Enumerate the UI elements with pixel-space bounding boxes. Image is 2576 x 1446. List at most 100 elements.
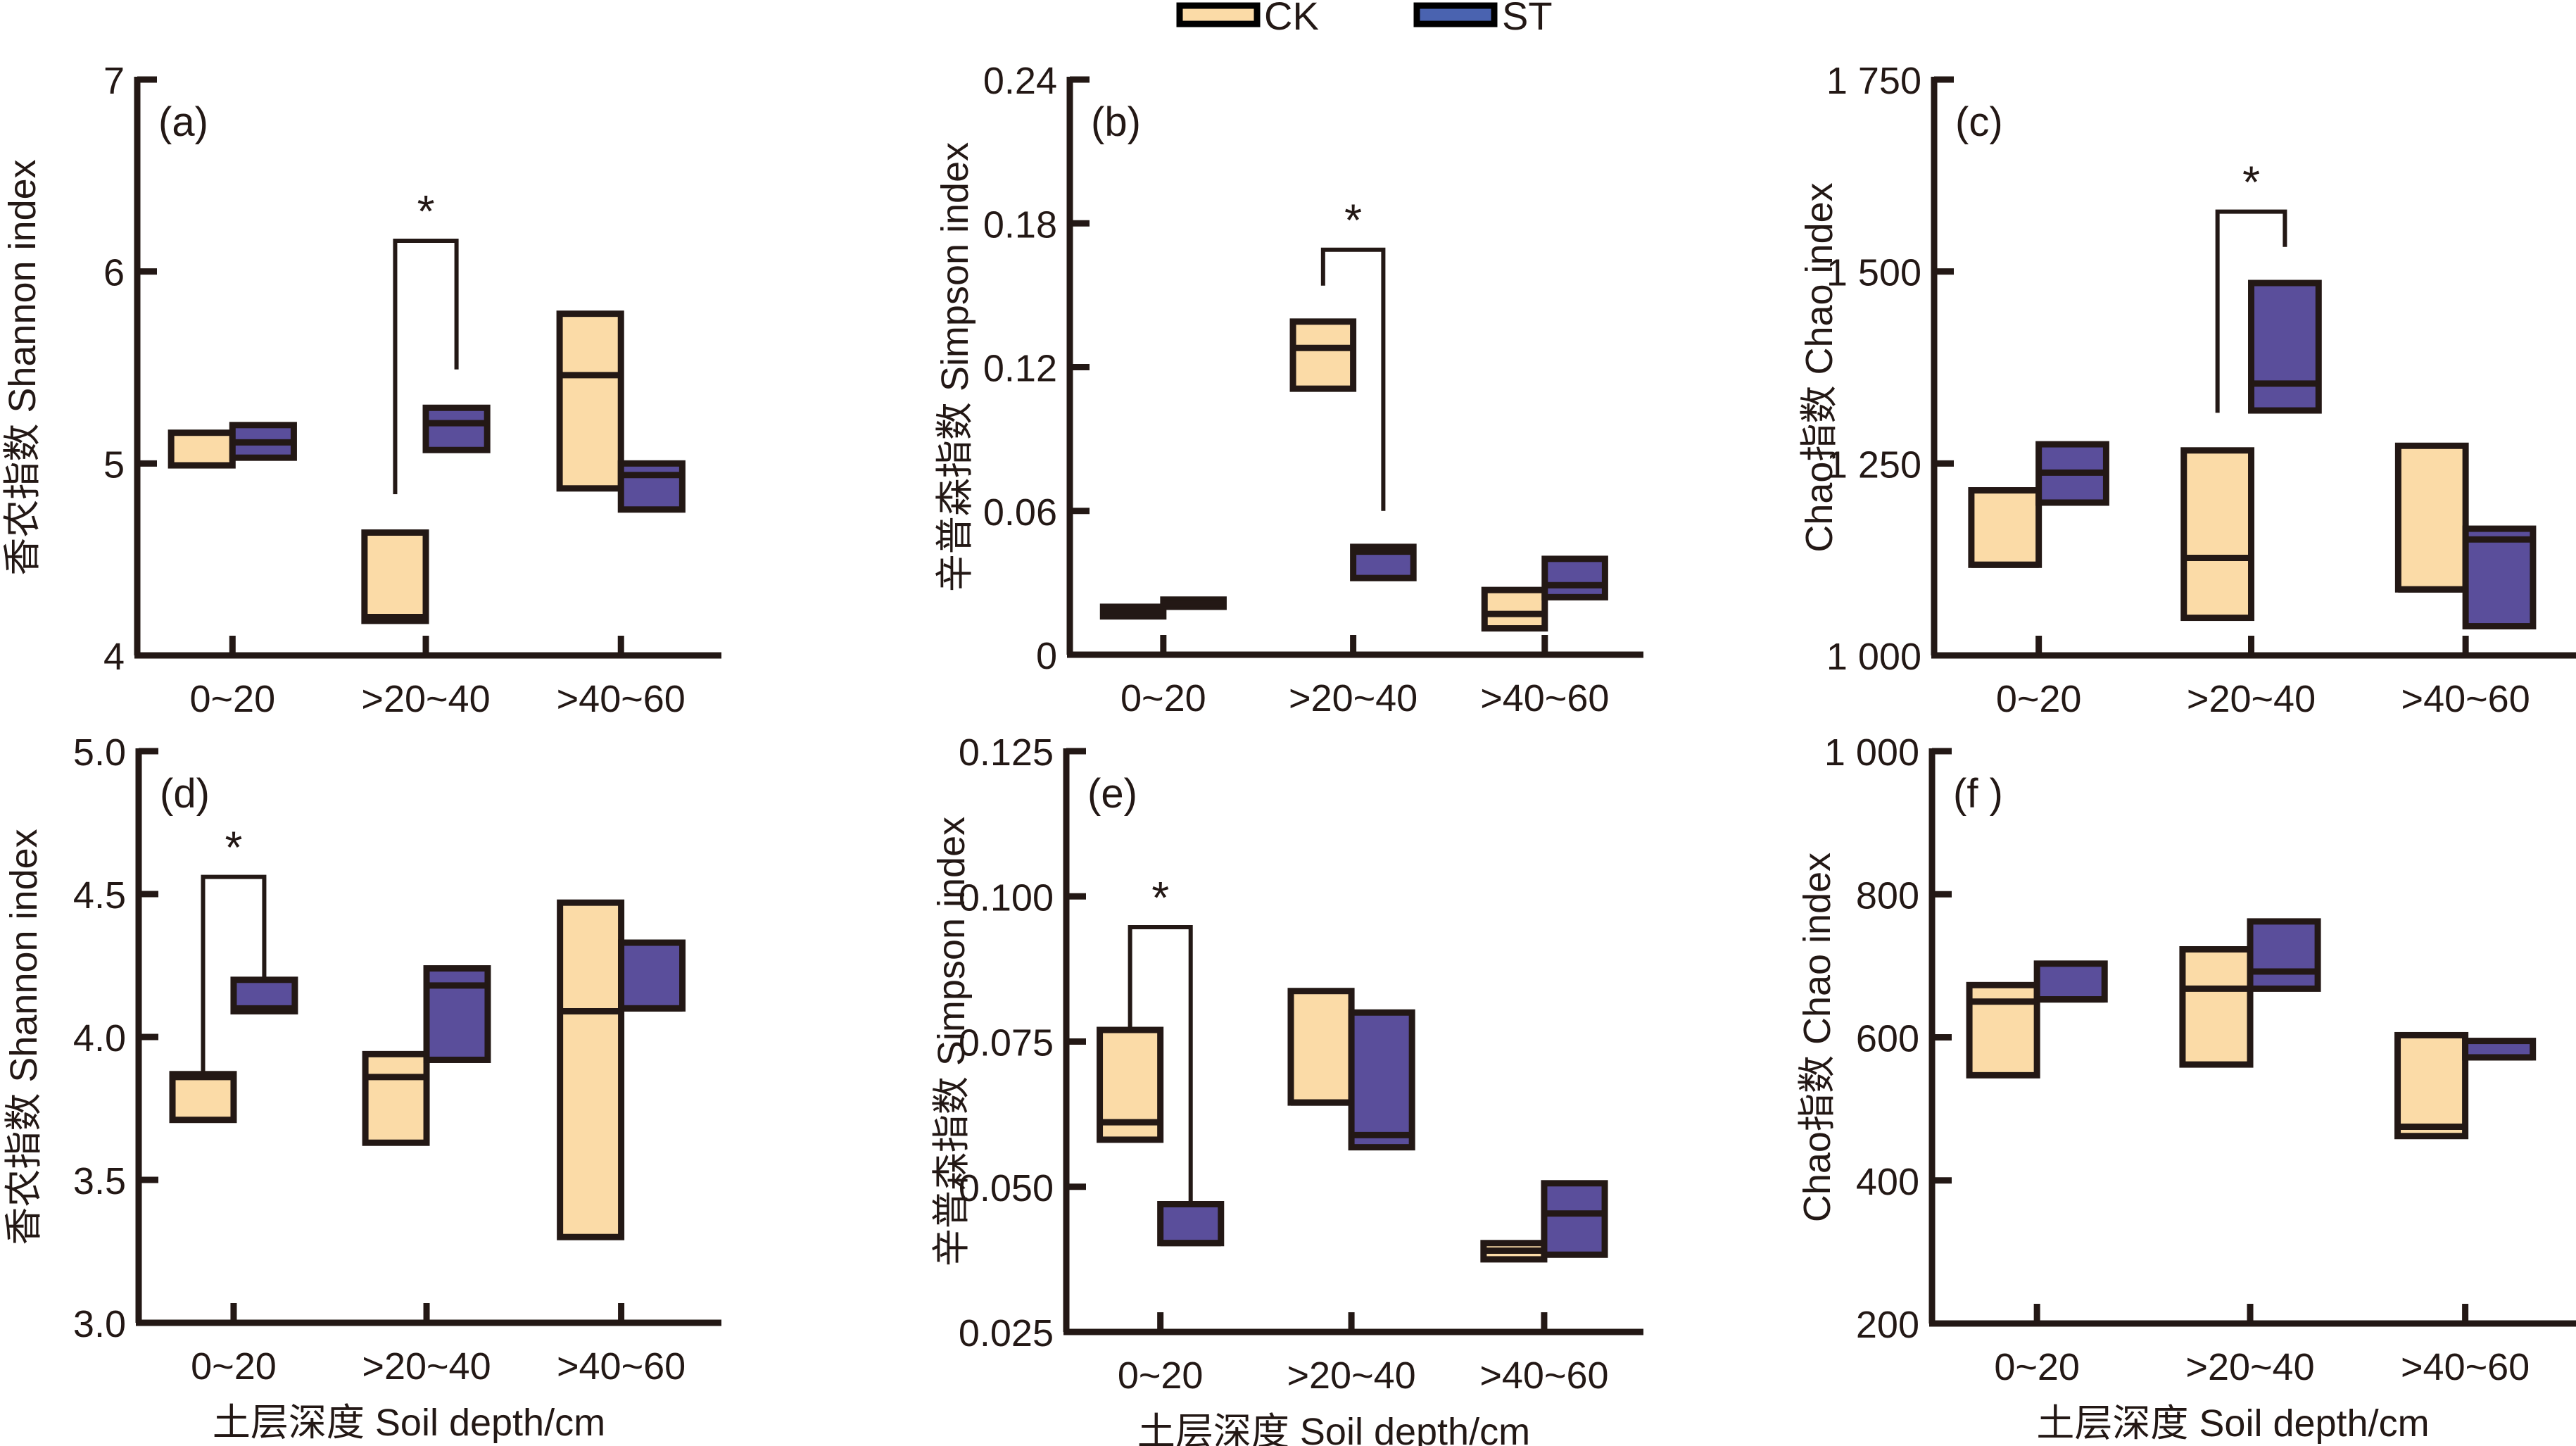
st-box xyxy=(2033,960,2108,1003)
y-tick-label: 7 xyxy=(103,60,125,102)
st-box-rect xyxy=(618,939,686,1012)
x-tick-label: >40~60 xyxy=(1480,677,1609,719)
x-axis-title: 土层深度 Soil depth/cm xyxy=(2036,1402,2429,1445)
y-axis-title: 香农指数 Shannon index xyxy=(1,159,44,575)
significance-bracket xyxy=(2215,209,2287,413)
x-tick-label: 0~20 xyxy=(1994,1346,2080,1388)
y-axis-title: 辛普森指数 Simpson index xyxy=(934,142,976,592)
y-tick-label: 0.18 xyxy=(983,203,1057,246)
x-tick-label: >40~60 xyxy=(2401,1346,2530,1388)
y-tick-label: 4.0 xyxy=(73,1017,126,1060)
st-box xyxy=(2462,525,2537,630)
ck-box-rect xyxy=(1968,487,2043,568)
legend-swatch-ck xyxy=(1176,2,1261,27)
st-box xyxy=(229,422,297,461)
st-box-rect xyxy=(2462,525,2537,630)
y-axis-title: 辛普森指数 Simpson index xyxy=(930,817,973,1266)
ck-box xyxy=(2394,1031,2469,1140)
y-tick-label: 1 500 xyxy=(1826,252,1921,294)
st-box xyxy=(1350,543,1417,581)
x-axis-title: 土层深度 Soil depth/cm xyxy=(1137,1411,1530,1446)
st-box-rect xyxy=(2248,279,2322,414)
ck-box xyxy=(556,310,624,492)
y-tick-label: 4 xyxy=(103,636,125,678)
ck-box xyxy=(361,529,429,624)
ck-box-rect xyxy=(168,429,236,469)
panel-d: 3.0 3.5 4.0 4.5 5.0 0~20 >20~40 >40~60 香农指数 Shan… xyxy=(3,731,721,1444)
ck-box-rect xyxy=(2394,1031,2469,1140)
y-tick-label: 0 xyxy=(1036,635,1057,677)
panel-f: 200 400 600 800 1 000 0~20 >20~40 >40~60 Chao指数 … xyxy=(1796,731,2576,1445)
y-tick-label: 4.5 xyxy=(73,874,126,917)
st-box-rect xyxy=(1157,1201,1225,1247)
st-box xyxy=(423,965,491,1063)
y-tick-label: 400 xyxy=(1856,1161,1919,1203)
y-tick-label: 6 xyxy=(103,252,125,294)
ck-box-rect xyxy=(556,310,624,492)
legend-item-ck: CK xyxy=(1176,0,1319,38)
st-box-rect xyxy=(1348,1009,1415,1151)
ck-box-rect xyxy=(1481,586,1548,632)
y-tick-label: 200 xyxy=(1856,1304,1919,1346)
y-tick-label: 0.025 xyxy=(959,1312,1054,1354)
ck-box xyxy=(169,1071,237,1124)
y-tick-label: 1 250 xyxy=(1826,444,1921,486)
st-box-rect xyxy=(2033,960,2108,1003)
significance-star: * xyxy=(1151,872,1169,923)
x-tick-label: 0~20 xyxy=(189,678,275,720)
y-tick-label: 0.050 xyxy=(959,1167,1054,1209)
x-tick-label: >20~40 xyxy=(2185,1346,2314,1388)
x-tick-label: >40~60 xyxy=(557,678,686,720)
significance-bracket xyxy=(1320,247,1386,511)
y-tick-label: 5 xyxy=(103,444,125,486)
ck-box-rect xyxy=(169,1071,237,1124)
significance-star: * xyxy=(225,822,243,873)
x-tick-label: 0~20 xyxy=(191,1345,277,1388)
panel-label: (e) xyxy=(1087,771,1137,817)
st-box xyxy=(2035,441,2109,506)
x-tick-label: >40~60 xyxy=(1479,1354,1608,1397)
st-box-rect xyxy=(2247,918,2321,992)
legend-swatch-st xyxy=(1413,2,1498,27)
ck-box xyxy=(557,899,625,1240)
ck-box-rect xyxy=(2180,447,2255,622)
st-box xyxy=(617,460,686,513)
x-tick-label: >20~40 xyxy=(2187,678,2316,720)
y-tick-label: 1 750 xyxy=(1826,60,1921,102)
y-tick-label: 0.12 xyxy=(983,348,1057,390)
y-axis-title: Chao指数 Chao index xyxy=(1798,182,1841,552)
ck-box xyxy=(362,1050,430,1146)
panel-c: 1 000 1 250 1 500 1 750 0~20 >20~40 >40~60 Chao… xyxy=(1798,60,2576,720)
ck-box xyxy=(2180,447,2255,622)
y-tick-label: 0.06 xyxy=(983,491,1057,534)
panel-b: 0 0.06 0.12 0.18 0.24 0~20 >20~40 >40~60 辛普森指数 S… xyxy=(934,60,1643,719)
y-axis-title: 香农指数 Shannon index xyxy=(3,829,45,1245)
significance-bracket xyxy=(393,239,459,494)
x-tick-label: >40~60 xyxy=(2401,678,2530,720)
significance-star: * xyxy=(1344,195,1362,246)
st-box xyxy=(2462,1038,2537,1061)
x-tick-label: 0~20 xyxy=(1120,677,1206,719)
st-box-rect xyxy=(423,965,491,1063)
legend-label-st: ST xyxy=(1502,0,1553,38)
st-box-rect xyxy=(422,404,491,453)
ck-box xyxy=(1097,1026,1164,1143)
ck-box xyxy=(1099,603,1167,620)
x-tick-label: >20~40 xyxy=(362,1345,491,1388)
ck-box xyxy=(2179,946,2254,1068)
panel-label: (c) xyxy=(1955,99,2003,145)
significance-bracket xyxy=(201,874,267,1074)
ck-box xyxy=(1968,487,2043,568)
st-box xyxy=(1348,1009,1415,1151)
y-tick-label: 1 000 xyxy=(1826,636,1921,678)
x-tick-label: 0~20 xyxy=(1118,1354,1204,1397)
ck-box-rect xyxy=(361,529,429,624)
significance-bracket xyxy=(1128,924,1193,1205)
y-tick-label: 5.0 xyxy=(73,731,126,774)
y-tick-label: 0.24 xyxy=(983,60,1057,102)
ck-box xyxy=(1481,586,1548,632)
ck-box-rect xyxy=(362,1050,430,1146)
ck-box-rect xyxy=(2179,946,2254,1068)
y-tick-label: 0.125 xyxy=(959,731,1054,774)
